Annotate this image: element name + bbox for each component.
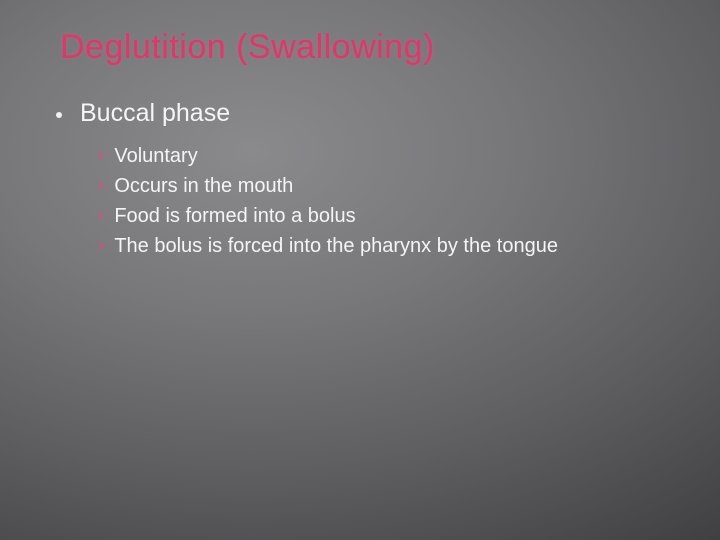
level2-text: Food is formed into a bolus [114, 202, 355, 230]
list-item-level2: › Voluntary [98, 142, 668, 170]
list-item-level2: › Food is formed into a bolus [98, 202, 668, 230]
chevron-right-icon: › [98, 202, 104, 230]
chevron-right-icon: › [98, 172, 104, 200]
slide-container: Deglutition (Swallowing) Buccal phase › … [0, 0, 720, 540]
chevron-right-icon: › [98, 142, 104, 170]
list-item-level2: › The bolus is forced into the pharynx b… [98, 232, 668, 260]
chevron-right-icon: › [98, 232, 104, 260]
list-item-level1: Buccal phase [56, 99, 668, 128]
level2-text: Voluntary [114, 142, 197, 170]
level2-text: Occurs in the mouth [114, 172, 293, 200]
list-item-level2: › Occurs in the mouth [98, 172, 668, 200]
level2-list: › Voluntary › Occurs in the mouth › Food… [98, 142, 668, 260]
slide-title: Deglutition (Swallowing) [52, 28, 668, 67]
bullet-dot-icon [56, 112, 62, 118]
level1-text: Buccal phase [80, 99, 230, 128]
level2-text: The bolus is forced into the pharynx by … [114, 232, 558, 260]
